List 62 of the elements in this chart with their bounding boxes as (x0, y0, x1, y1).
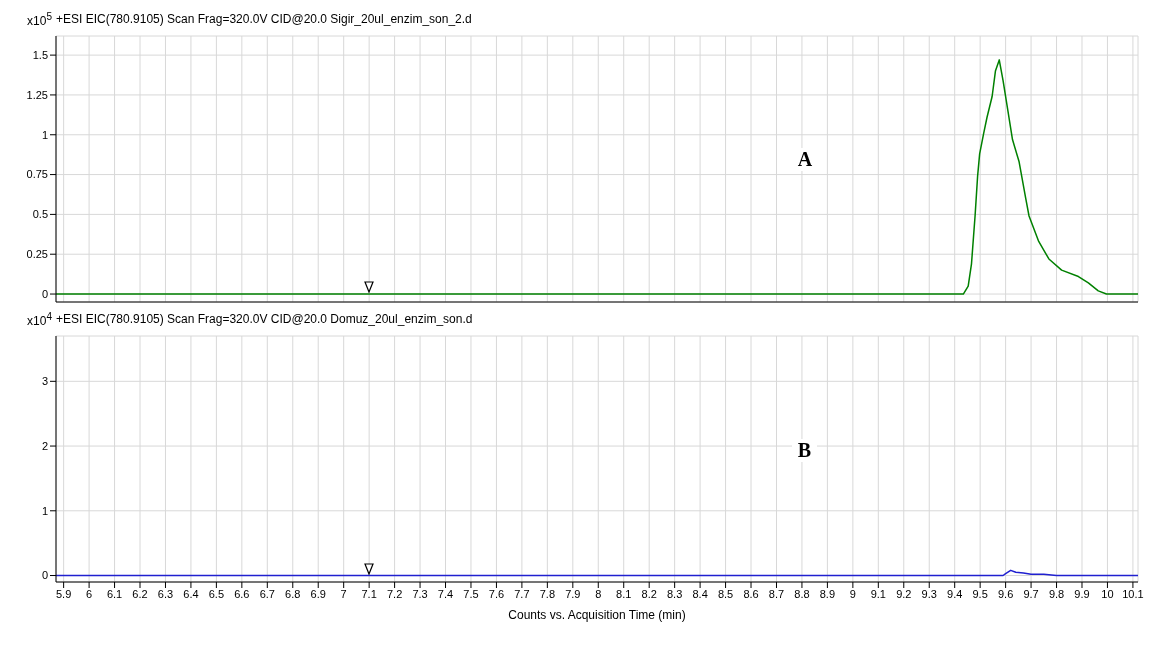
x-tick-label: 5.9 (55, 587, 72, 600)
y-axis-title: x10$^{5}$ (26, 10, 53, 28)
x-tick-label: 6.1 (106, 587, 123, 600)
y-tick-label: 0.5 (32, 208, 48, 221)
y-tick-label: 2 (41, 439, 48, 452)
y-tick-label: 1.5 (32, 49, 48, 62)
x-tick-label: 9.9 (1074, 587, 1090, 600)
x-tick-label: 6.7 (259, 587, 275, 600)
x-tick-label: 7.5 (463, 587, 479, 600)
x-tick-label: 7.7 (514, 587, 530, 600)
x-tick-label: 8.7 (768, 587, 785, 600)
x-tick-label: 8.3 (667, 587, 683, 600)
x-tick-label: 6.8 (285, 587, 301, 600)
chart-title: +ESI EIC(780.9105) Scan Frag=320.0V CID@20.0 Domuz_20ul_enzim_son.d (56, 312, 473, 326)
x-tick-label: 7.4 (437, 587, 454, 600)
x-tick-label: 6.9 (310, 587, 326, 600)
x-tick-label: 6.6 (234, 587, 250, 600)
x-tick-label: 7 (340, 587, 347, 600)
x-tick-label: 9.7 (1023, 587, 1039, 600)
x-tick-label: 10 (1101, 587, 1114, 600)
annotation: A (791, 147, 819, 171)
x-tick-label: 7.1 (361, 587, 377, 600)
x-tick-label: 8.5 (717, 587, 734, 600)
x-tick-label: 9 (849, 587, 856, 600)
y-tick-label: 1.25 (26, 88, 48, 101)
x-tick-label: 6.4 (183, 587, 199, 600)
y-axis-title: x10$^{4}$ (26, 310, 53, 328)
x-tick-label: 9.8 (1048, 587, 1065, 600)
x-axis-title: Counts vs. Acquisition Time (min) (507, 608, 687, 622)
x-tick-label: 8.9 (819, 587, 836, 600)
x-tick-label: 7.8 (539, 587, 555, 600)
x-tick-label: 8.1 (616, 587, 632, 600)
y-tick-label: 1 (41, 128, 48, 141)
line-series (56, 59, 1138, 295)
x-tick-label: 7.6 (488, 587, 505, 600)
x-tick-label: 9.3 (921, 587, 937, 600)
y-tick-label: 0 (41, 569, 48, 582)
y-tick-label: 0.75 (26, 168, 48, 181)
x-tick-label: 7.9 (565, 587, 581, 600)
x-tick-label: 9.5 (972, 587, 988, 600)
x-tick-label: 6.2 (132, 587, 148, 600)
x-tick-label: 6.3 (157, 587, 174, 600)
y-tick-label: 0.25 (26, 248, 48, 261)
x-tick-label: 8.4 (692, 587, 708, 600)
x-tick-label: 7.2 (386, 587, 403, 600)
annotation: B (791, 439, 818, 463)
x-tick-label: 9.1 (870, 587, 886, 600)
x-tick-label: 6 (86, 587, 93, 600)
x-tick-label: 8.2 (641, 587, 657, 600)
x-tick-label: 6.5 (208, 587, 225, 600)
x-tick-label: 9.2 (896, 587, 912, 600)
chart-title: +ESI EIC(780.9105) Scan Frag=320.0V CID@20.0 Sigir_20ul_enzim_son_2.d (56, 12, 472, 26)
x-tick-label: 9.4 (947, 587, 963, 600)
x-tick-label: 8.8 (794, 587, 810, 600)
y-tick-label: 3 (41, 375, 48, 388)
x-tick-label: 9.6 (997, 587, 1014, 600)
x-tick-label: 7.3 (412, 587, 428, 600)
y-tick-label: 0 (41, 287, 48, 300)
x-tick-label: 10.1 (1122, 587, 1144, 600)
x-tick-label: 8.6 (743, 587, 759, 600)
x-tick-label: 8 (595, 587, 602, 600)
y-tick-label: 1 (41, 504, 48, 517)
